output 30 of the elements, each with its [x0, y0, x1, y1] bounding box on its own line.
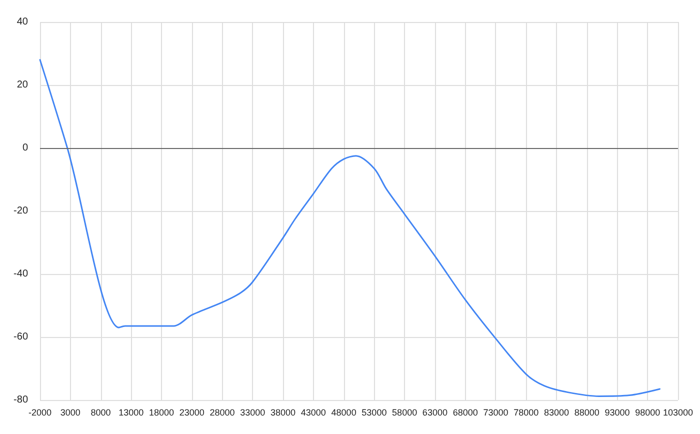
x-tick-label: 3000 — [60, 408, 80, 418]
line-series — [39, 59, 661, 397]
x-tick-label: 43000 — [300, 408, 326, 418]
x-tick-label: 88000 — [574, 408, 600, 418]
x-tick-label: 28000 — [210, 408, 235, 418]
y-tick-label: -80 — [14, 394, 28, 406]
x-tick-label: 63000 — [422, 408, 448, 418]
x-tick-label: 23000 — [179, 408, 204, 418]
x-tick-label: 18000 — [149, 408, 174, 418]
x-tick-label: 13000 — [118, 408, 144, 418]
x-tick-label: 103000 — [662, 408, 694, 418]
y-tick-label: -40 — [14, 268, 28, 280]
y-tick-label: 20 — [16, 80, 28, 90]
y-tick-label: 40 — [16, 16, 28, 28]
x-tick-label: 48000 — [331, 408, 356, 418]
x-tick-label: 33000 — [240, 408, 266, 418]
x-tick-label: 38000 — [270, 408, 296, 418]
x-tick-label: -2000 — [28, 408, 52, 418]
y-tick-label: 0 — [22, 142, 28, 154]
x-tick-label: 98000 — [635, 408, 660, 418]
x-tick-label: 78000 — [514, 408, 539, 418]
x-tick-label: 83000 — [544, 408, 569, 418]
x-tick-label: 53000 — [362, 408, 387, 418]
x-tick-label: 73000 — [483, 408, 508, 418]
x-tick-label: 58000 — [392, 408, 418, 418]
x-tick-label: 93000 — [604, 408, 630, 418]
y-tick-label: -60 — [14, 332, 28, 342]
y-tick-label: -20 — [14, 206, 28, 216]
x-tick-label: 68000 — [452, 408, 478, 418]
x-tick-label: 8000 — [90, 408, 111, 418]
